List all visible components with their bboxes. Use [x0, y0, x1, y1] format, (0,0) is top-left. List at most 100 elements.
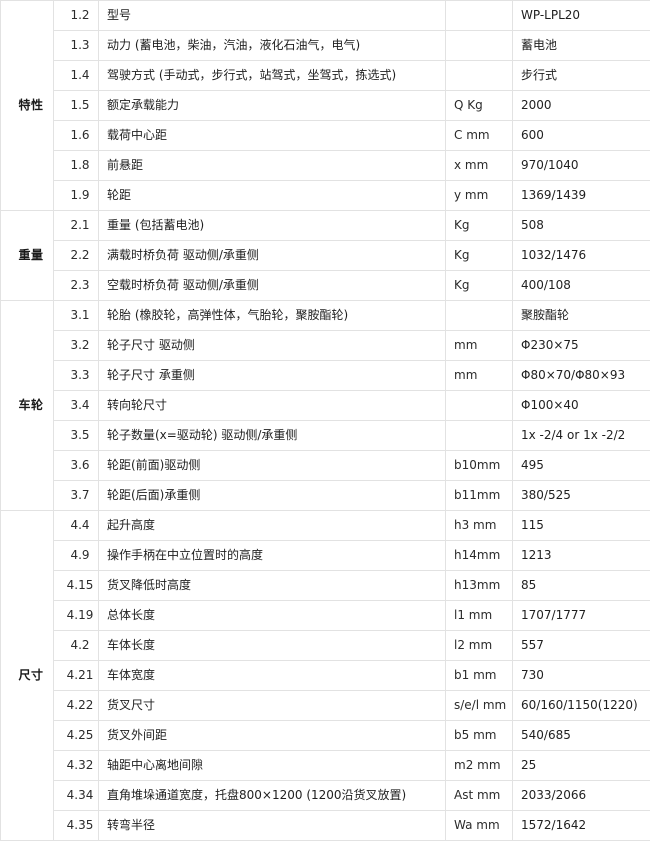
row-description: 前悬距: [99, 151, 446, 181]
row-unit: [446, 301, 513, 331]
row-value: 1572/1642: [513, 811, 650, 841]
row-value: 730: [513, 661, 650, 691]
row-description: 轮距(后面)承重侧: [99, 481, 446, 511]
row-unit: C mm: [446, 121, 513, 151]
row-description: 载荷中心距: [99, 121, 446, 151]
row-description: 轮子尺寸 承重侧: [99, 361, 446, 391]
row-value: 1707/1777: [513, 601, 650, 631]
row-value: 25: [513, 751, 650, 781]
row-code: 3.2: [54, 331, 99, 361]
row-code: 4.9: [54, 541, 99, 571]
row-description: 操作手柄在中立位置时的高度: [99, 541, 446, 571]
row-code: 1.9: [54, 181, 99, 211]
section-label: 尺寸: [1, 511, 54, 841]
row-description: 直角堆垛通道宽度，托盘800×1200 (1200沿货叉放置): [99, 781, 446, 811]
row-description: 轮距(前面)驱动侧: [99, 451, 446, 481]
row-unit: Kg: [446, 211, 513, 241]
row-code: 2.3: [54, 271, 99, 301]
row-value: Φ80×70/Φ80×93: [513, 361, 650, 391]
row-unit: m2 mm: [446, 751, 513, 781]
row-unit: y mm: [446, 181, 513, 211]
row-unit: mm: [446, 361, 513, 391]
row-code: 1.3: [54, 31, 99, 61]
row-value: 495: [513, 451, 650, 481]
row-description: 货叉尺寸: [99, 691, 446, 721]
row-code: 2.2: [54, 241, 99, 271]
row-description: 轮子数量(x=驱动轮) 驱动侧/承重侧: [99, 421, 446, 451]
row-description: 轮距: [99, 181, 446, 211]
row-code: 4.22: [54, 691, 99, 721]
row-description: 车体长度: [99, 631, 446, 661]
row-code: 1.2: [54, 1, 99, 31]
row-unit: h14mm: [446, 541, 513, 571]
row-unit: b5 mm: [446, 721, 513, 751]
row-description: 轮子尺寸 驱动侧: [99, 331, 446, 361]
row-value: Φ230×75: [513, 331, 650, 361]
row-description: 轮胎 (橡胶轮，高弹性体，气胎轮，聚胺酯轮): [99, 301, 446, 331]
row-unit: Kg: [446, 271, 513, 301]
row-value: 60/160/1150(1220): [513, 691, 650, 721]
row-value: 508: [513, 211, 650, 241]
row-value: 115: [513, 511, 650, 541]
row-value: 557: [513, 631, 650, 661]
row-unit: mm: [446, 331, 513, 361]
row-value: 400/108: [513, 271, 650, 301]
row-code: 4.25: [54, 721, 99, 751]
row-value: 1x -2/4 or 1x -2/2: [513, 421, 650, 451]
section-label: 车轮: [1, 301, 54, 511]
row-description: 重量 (包括蓄电池): [99, 211, 446, 241]
row-code: 1.4: [54, 61, 99, 91]
row-value: 1032/1476: [513, 241, 650, 271]
row-description: 货叉降低时高度: [99, 571, 446, 601]
row-code: 4.15: [54, 571, 99, 601]
row-code: 4.4: [54, 511, 99, 541]
row-code: 3.6: [54, 451, 99, 481]
row-unit: x mm: [446, 151, 513, 181]
row-unit: Kg: [446, 241, 513, 271]
row-value: 2000: [513, 91, 650, 121]
row-description: 空载时桥负荷 驱动侧/承重侧: [99, 271, 446, 301]
row-unit: h3 mm: [446, 511, 513, 541]
row-value: 聚胺酯轮: [513, 301, 650, 331]
row-unit: [446, 1, 513, 31]
row-description: 转向轮尺寸: [99, 391, 446, 421]
row-unit: [446, 61, 513, 91]
row-value: 1213: [513, 541, 650, 571]
row-value: 2033/2066: [513, 781, 650, 811]
row-unit: b10mm: [446, 451, 513, 481]
row-code: 4.34: [54, 781, 99, 811]
row-code: 2.1: [54, 211, 99, 241]
row-unit: b11mm: [446, 481, 513, 511]
row-code: 3.3: [54, 361, 99, 391]
row-description: 起升高度: [99, 511, 446, 541]
row-description: 动力 (蓄电池，柴油，汽油，液化石油气，电气): [99, 31, 446, 61]
row-unit: b1 mm: [446, 661, 513, 691]
row-code: 3.7: [54, 481, 99, 511]
row-value: 步行式: [513, 61, 650, 91]
row-value: 85: [513, 571, 650, 601]
row-value: Φ100×40: [513, 391, 650, 421]
row-unit: l2 mm: [446, 631, 513, 661]
row-description: 轴距中心离地间隙: [99, 751, 446, 781]
row-value: 540/685: [513, 721, 650, 751]
row-code: 4.2: [54, 631, 99, 661]
row-unit: [446, 421, 513, 451]
row-description: 总体长度: [99, 601, 446, 631]
row-code: 4.32: [54, 751, 99, 781]
